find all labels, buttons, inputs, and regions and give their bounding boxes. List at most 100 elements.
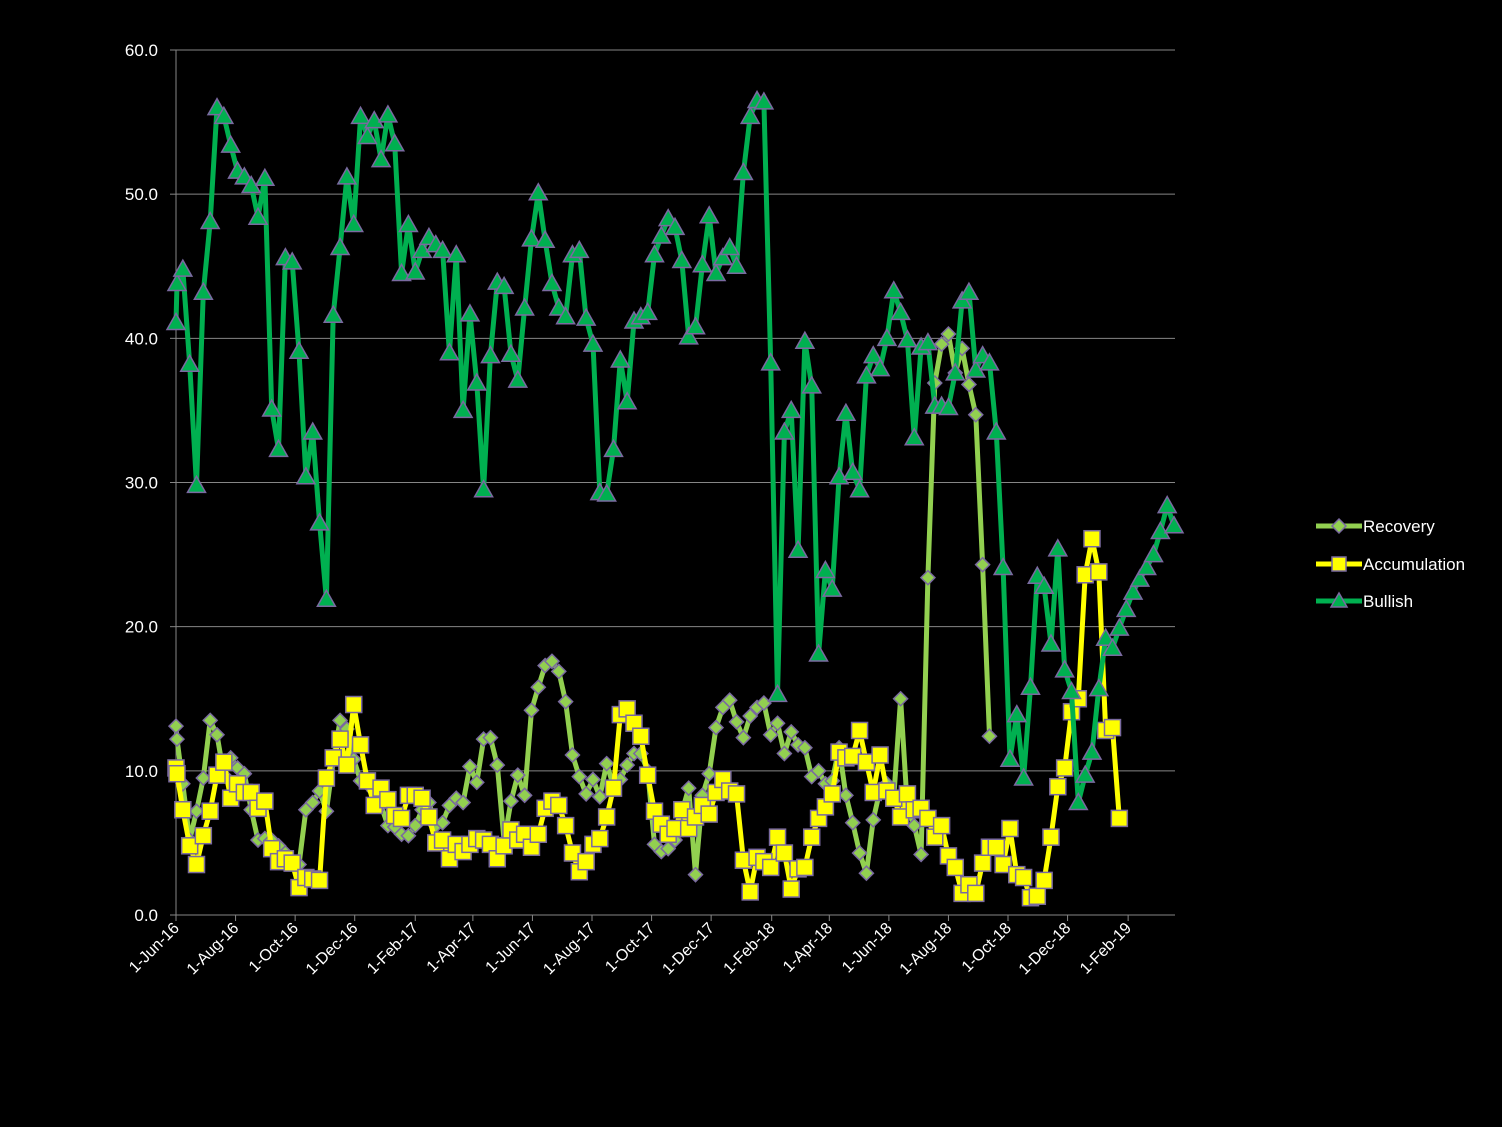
- accumulation-point: [638, 766, 657, 784]
- accumulation-point: [700, 805, 718, 823]
- recovery-point: [680, 780, 697, 797]
- legend: Recovery Accumulation Bullish: [1316, 517, 1465, 611]
- triangle-marker-icon: [1329, 591, 1349, 608]
- recovery-point: [571, 768, 588, 785]
- bullish-point: [719, 236, 740, 256]
- recovery-point: [202, 712, 219, 729]
- bullish-point: [753, 91, 775, 110]
- bullish-point: [555, 306, 576, 325]
- recovery-point: [837, 787, 854, 804]
- recovery-point: [721, 692, 738, 709]
- recovery-point: [331, 712, 349, 729]
- bullish-point: [1013, 767, 1034, 786]
- accumulation-point: [775, 844, 794, 862]
- bullish-point: [1088, 678, 1110, 697]
- accumulation-point: [529, 825, 548, 844]
- bullish-point: [883, 280, 905, 299]
- recovery-point: [851, 844, 868, 862]
- bullish-point: [999, 748, 1021, 768]
- recovery-point: [865, 811, 882, 828]
- accumulation-point: [1090, 563, 1108, 581]
- series-bullish: [165, 89, 1185, 811]
- accumulation-point: [782, 880, 800, 898]
- bullish-point: [582, 333, 604, 352]
- recovery-point: [598, 755, 615, 772]
- bullish-point: [739, 105, 761, 125]
- bullish-point: [794, 330, 816, 349]
- recovery-point: [783, 723, 800, 740]
- bullish-point: [1122, 581, 1144, 600]
- accumulation-point: [987, 838, 1006, 856]
- bullish-point: [1115, 598, 1137, 618]
- bullish-point: [1081, 741, 1103, 760]
- accumulation-point: [1042, 828, 1060, 846]
- recovery-point: [933, 336, 950, 353]
- diamond-marker-icon: [1330, 517, 1348, 535]
- accumulation-point: [932, 816, 951, 835]
- recovery-point: [906, 817, 923, 834]
- bullish-point: [1143, 544, 1164, 563]
- recovery-point: [940, 325, 957, 343]
- bullish-point: [1074, 764, 1096, 783]
- bullish-point: [165, 311, 187, 331]
- bullish-point: [1054, 659, 1075, 678]
- bullish-point: [903, 427, 925, 446]
- legend-item-accumulation: Accumulation: [1316, 555, 1465, 574]
- y-tick-label: 20.0: [125, 618, 158, 637]
- accumulation-point: [741, 883, 759, 901]
- bullish-point: [610, 349, 631, 368]
- accumulation-point: [201, 802, 219, 820]
- bullish-point: [596, 483, 617, 502]
- accumulation-point: [180, 837, 199, 855]
- recovery-point: [208, 726, 226, 743]
- accumulation-point: [283, 854, 301, 872]
- accumulation-point: [379, 790, 397, 809]
- recovery-point: [400, 827, 417, 844]
- bullish-point: [329, 236, 351, 256]
- bullish-point: [1102, 637, 1123, 657]
- recovery-point: [769, 715, 786, 732]
- legend-item-bullish: Bullish: [1316, 591, 1413, 611]
- bullish-point: [705, 262, 727, 282]
- recovery-point: [584, 771, 602, 788]
- bullish-point: [603, 438, 624, 458]
- bullish-point: [821, 578, 843, 597]
- recovery-point: [168, 731, 186, 748]
- y-tick-label: 40.0: [125, 329, 158, 348]
- legend-label-recovery: Recovery: [1363, 517, 1435, 536]
- bullish-point: [876, 327, 898, 347]
- accumulation-point: [871, 746, 889, 764]
- bullish-point: [835, 402, 857, 422]
- bullish-point: [261, 398, 282, 417]
- accumulation-point: [1035, 871, 1053, 890]
- bullish-point: [316, 588, 337, 608]
- recovery-point: [762, 726, 779, 743]
- recovery-point: [516, 787, 533, 804]
- bullish-point: [528, 182, 549, 201]
- accumulation-point: [338, 756, 356, 774]
- bullish-point: [979, 352, 1000, 371]
- bullish-point: [938, 397, 959, 416]
- recovery-point: [455, 794, 472, 811]
- bullish-point: [268, 438, 289, 458]
- recovery-point: [619, 757, 636, 774]
- bullish-point: [616, 391, 638, 410]
- bullish-point: [1150, 520, 1171, 540]
- recovery-point: [543, 653, 561, 670]
- recovery-point: [557, 693, 574, 710]
- bullish-point: [1163, 515, 1185, 534]
- bullish-point: [780, 399, 802, 419]
- recovery-point: [564, 746, 581, 764]
- recovery-point: [919, 569, 936, 586]
- bullish-point: [698, 205, 720, 224]
- bullish-point: [411, 239, 433, 259]
- bullish-point: [692, 254, 713, 273]
- bullish-point: [733, 162, 754, 181]
- bullish-point: [958, 281, 980, 300]
- accumulation-point: [331, 730, 349, 748]
- recovery-point: [304, 794, 321, 811]
- bullish-point: [1156, 495, 1178, 514]
- bullish-point: [370, 149, 392, 168]
- recovery-point: [448, 790, 465, 807]
